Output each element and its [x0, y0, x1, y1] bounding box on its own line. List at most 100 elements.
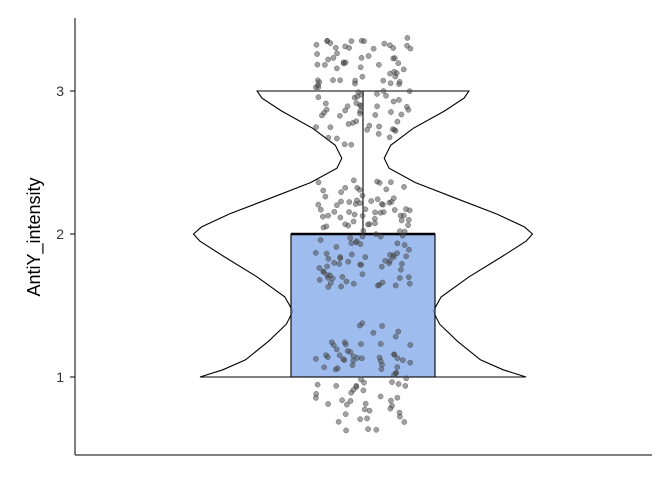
data-point [336, 352, 343, 359]
data-point [392, 333, 399, 340]
data-point [370, 329, 377, 336]
data-point [374, 91, 380, 97]
data-point [320, 187, 327, 194]
data-point [388, 397, 394, 404]
data-point [337, 112, 343, 119]
data-point [332, 44, 339, 51]
y-tick-label: 3 [56, 83, 64, 99]
data-point [370, 45, 377, 52]
data-point [360, 387, 367, 394]
data-point [321, 364, 328, 371]
data-point [365, 426, 371, 432]
data-point [330, 77, 336, 83]
data-point [395, 328, 402, 335]
data-point [359, 233, 366, 240]
data-point [340, 356, 347, 363]
data-point [391, 207, 398, 213]
data-point [335, 418, 342, 425]
data-point [359, 73, 366, 80]
data-point [357, 102, 363, 108]
data-point [361, 406, 368, 413]
plot-area [192, 35, 534, 434]
data-point [390, 98, 397, 105]
y-axis-title: AntiY_intensity [24, 177, 45, 296]
data-point [339, 274, 346, 280]
data-point [352, 201, 359, 207]
data-point [322, 100, 329, 107]
data-point [346, 45, 352, 51]
data-point [351, 211, 358, 218]
data-point [331, 209, 338, 215]
data-point [347, 349, 354, 355]
data-point [315, 94, 322, 101]
data-point [357, 64, 364, 71]
data-point [405, 222, 411, 228]
data-point [366, 407, 373, 414]
data-point [350, 280, 357, 287]
data-point [396, 275, 403, 281]
data-point [314, 381, 321, 388]
data-point [378, 263, 385, 270]
data-point [376, 123, 382, 130]
data-point [337, 77, 343, 84]
data-point [340, 59, 347, 66]
data-point [334, 135, 340, 142]
data-point [406, 280, 413, 287]
data-point [386, 134, 393, 141]
data-point [403, 375, 410, 382]
data-point [336, 261, 343, 267]
data-point [351, 94, 358, 101]
data-point [342, 411, 349, 417]
data-point [343, 427, 349, 434]
data-point [316, 277, 323, 283]
data-point [345, 121, 352, 127]
data-point [348, 389, 355, 396]
data-point [323, 250, 330, 257]
data-point [344, 103, 351, 110]
data-point [315, 179, 322, 186]
data-point [383, 186, 390, 193]
data-point [327, 124, 334, 131]
data-point [394, 355, 401, 362]
data-point [398, 266, 404, 273]
y-axis: 1 2 3 AntiY_intensity [24, 18, 76, 455]
data-point [406, 246, 412, 253]
data-point [359, 271, 366, 278]
data-point [348, 38, 355, 44]
data-point [358, 54, 365, 61]
data-point [391, 372, 397, 378]
data-point [354, 354, 361, 361]
data-point [400, 212, 407, 219]
data-point [394, 250, 400, 257]
violin-shape [192, 90, 534, 378]
data-point [383, 92, 389, 99]
data-point [337, 214, 344, 221]
data-point [348, 251, 355, 258]
data-point [339, 397, 345, 404]
y-tick-label: 2 [56, 226, 64, 242]
data-point [377, 358, 384, 364]
data-point [378, 366, 385, 372]
data-point [404, 35, 411, 41]
data-point [346, 209, 352, 215]
data-point [359, 192, 366, 199]
data-point [315, 77, 321, 84]
data-point [314, 51, 320, 57]
data-point [401, 184, 407, 190]
data-point [381, 40, 388, 47]
data-point [324, 354, 331, 361]
data-point [380, 209, 387, 215]
data-point [333, 383, 340, 389]
data-point [395, 381, 402, 387]
data-point [346, 199, 353, 205]
data-point [361, 38, 367, 44]
data-point [377, 393, 384, 400]
data-point [365, 53, 372, 59]
data-point [366, 122, 373, 129]
data-point [338, 189, 344, 195]
data-point [337, 255, 344, 262]
data-point [334, 50, 340, 57]
data-point [358, 341, 364, 347]
y-ticks: 1 2 3 [56, 83, 75, 385]
data-point [401, 419, 408, 425]
